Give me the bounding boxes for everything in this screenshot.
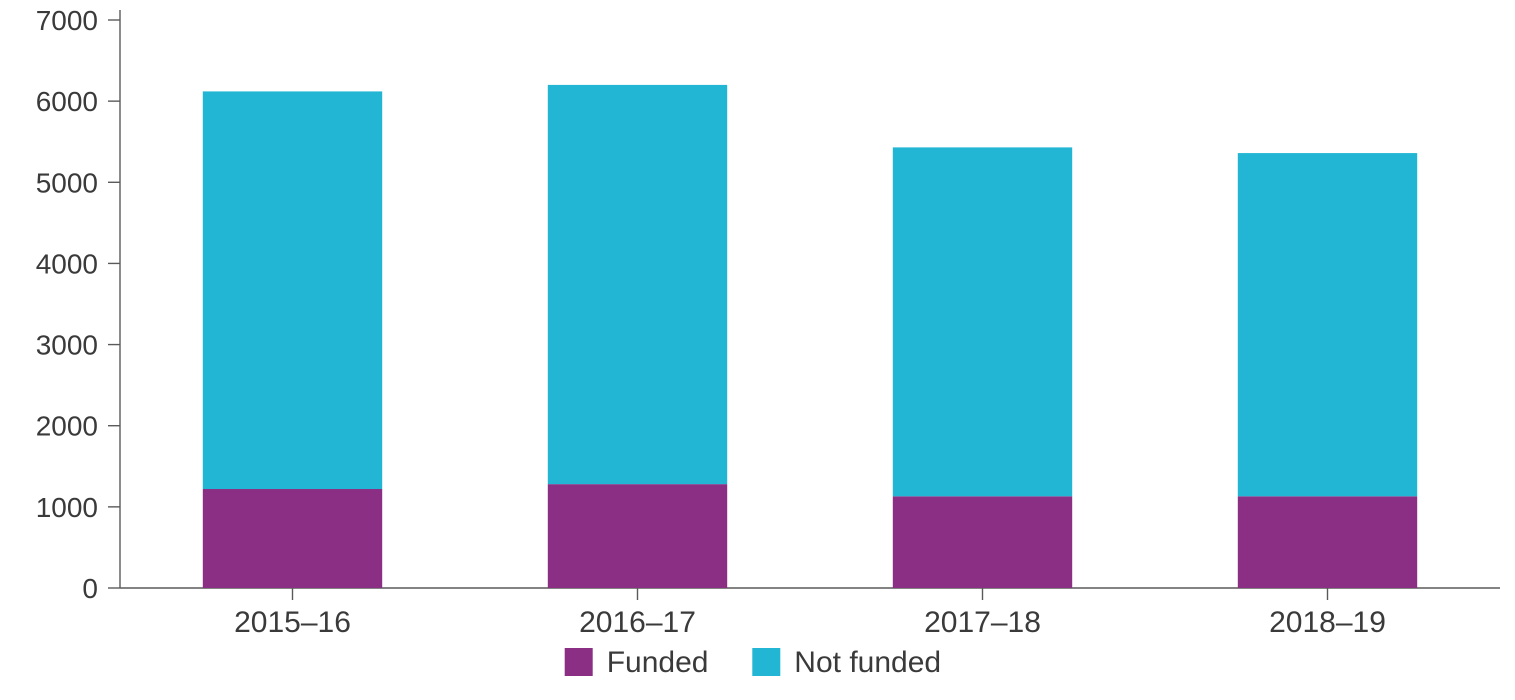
legend-label: Funded <box>607 646 709 679</box>
bar-funded <box>893 496 1072 588</box>
x-tick-label: 2017–18 <box>924 606 1041 639</box>
legend-swatch <box>565 648 593 676</box>
y-tick-label: 1000 <box>36 492 98 523</box>
legend: Funded Not funded <box>565 646 941 679</box>
legend-swatch <box>752 648 780 676</box>
bar-not-funded <box>1238 153 1417 496</box>
x-tick-label: 2018–19 <box>1269 606 1386 639</box>
bar-not-funded <box>548 85 727 484</box>
bar-funded <box>1238 496 1417 588</box>
x-tick-label: 2015–16 <box>234 606 351 639</box>
y-tick-label: 6000 <box>36 86 98 117</box>
y-tick-label: 0 <box>82 573 98 604</box>
bar-not-funded <box>203 91 382 489</box>
y-tick-label: 7000 <box>36 5 98 36</box>
bar-funded <box>548 484 727 588</box>
y-tick-label: 4000 <box>36 248 98 279</box>
legend-label: Not funded <box>794 646 941 679</box>
x-tick-label: 2016–17 <box>579 606 696 639</box>
stacked-bar-chart: 0 1000 2000 3000 4000 5000 6000 7000 2015–16 2016… <box>0 0 1515 700</box>
y-tick-label: 3000 <box>36 330 98 361</box>
bar-funded <box>203 489 382 588</box>
bar-not-funded <box>893 147 1072 496</box>
y-tick-label: 2000 <box>36 411 98 442</box>
y-tick-label: 5000 <box>36 167 98 198</box>
